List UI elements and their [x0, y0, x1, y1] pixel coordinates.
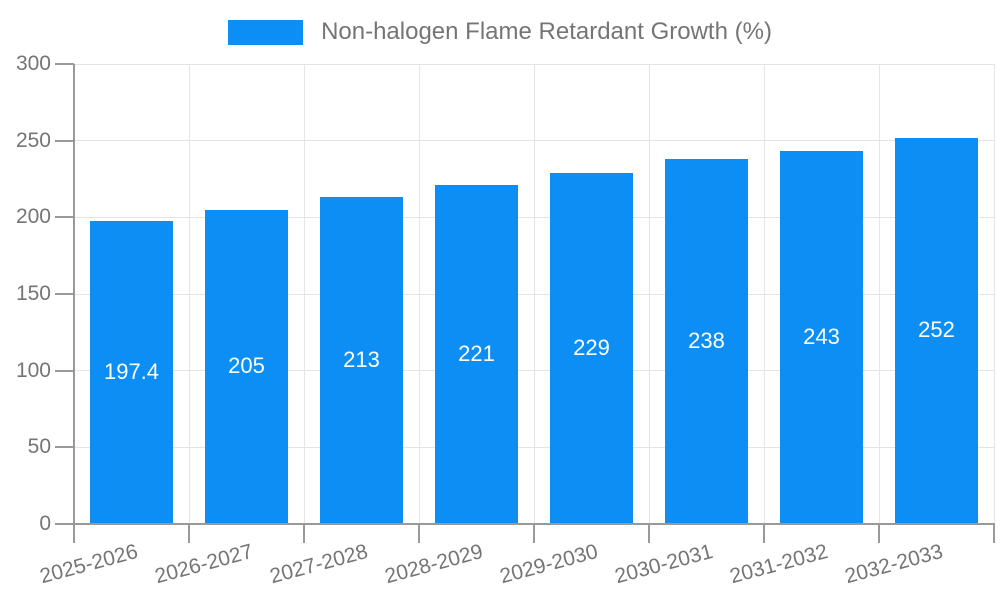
bar[interactable]: 213	[320, 197, 403, 523]
bar[interactable]: 221	[435, 185, 518, 523]
x-axis-tick-label: 2027-2028	[267, 540, 371, 589]
v-gridline	[993, 64, 995, 524]
x-axis-tick	[188, 524, 190, 543]
v-gridline	[763, 64, 765, 524]
x-axis-tick-label: 2031-2032	[727, 540, 831, 589]
y-axis-tick-label: 0	[39, 512, 51, 535]
v-gridline	[533, 64, 535, 524]
legend[interactable]: Non-halogen Flame Retardant Growth (%)	[0, 18, 1000, 46]
x-axis-tick	[303, 524, 305, 543]
bar[interactable]: 205	[205, 209, 288, 523]
bar[interactable]: 197.4	[90, 221, 173, 523]
v-gridline	[648, 64, 650, 524]
legend-swatch[interactable]	[228, 19, 304, 45]
bar-value-label: 205	[228, 353, 265, 379]
v-gridline	[418, 64, 420, 524]
bar[interactable]: 252	[895, 137, 978, 523]
bar[interactable]: 229	[550, 172, 633, 523]
x-axis-tick	[878, 524, 880, 543]
x-axis-tick-label: 2025-2026	[37, 540, 141, 589]
y-axis-tick	[55, 63, 74, 65]
v-gridline	[188, 64, 190, 524]
bar-value-label: 221	[458, 341, 495, 367]
x-axis-tick	[648, 524, 650, 543]
x-axis-tick	[533, 524, 535, 543]
y-axis-tick-label: 50	[27, 435, 51, 459]
y-axis-tick-label: 300	[15, 52, 51, 75]
v-gridline	[303, 64, 305, 524]
bar-value-label: 229	[573, 334, 610, 360]
bar-value-label: 197.4	[103, 359, 160, 385]
v-gridline	[878, 64, 880, 524]
legend-label[interactable]: Non-halogen Flame Retardant Growth (%)	[321, 18, 772, 45]
x-axis-tick	[993, 524, 995, 543]
y-axis-tick	[55, 523, 74, 525]
y-axis-tick-label: 250	[15, 128, 51, 152]
bar-value-label: 243	[803, 324, 840, 350]
y-axis-tick	[55, 139, 74, 142]
x-axis-tick	[763, 524, 765, 543]
x-axis-tick-label: 2030-2031	[612, 540, 716, 589]
y-axis-tick	[55, 446, 74, 449]
y-axis-tick	[55, 216, 74, 219]
y-axis-tick	[55, 369, 74, 372]
bar-value-label: 213	[343, 347, 380, 373]
bar-value-label: 252	[918, 317, 955, 343]
y-axis-tick	[55, 293, 74, 295]
y-axis-tick-label: 100	[15, 358, 51, 382]
bar[interactable]: 238	[665, 159, 748, 523]
x-axis-tick-label: 2032-2033	[842, 540, 946, 589]
y-axis-line	[73, 64, 75, 525]
x-axis-tick	[418, 524, 420, 543]
bar-value-label: 238	[688, 328, 725, 354]
x-axis-tick-label: 2026-2027	[152, 540, 256, 589]
x-axis-tick	[73, 524, 75, 543]
bar[interactable]: 243	[780, 151, 863, 523]
y-axis-tick-label: 150	[15, 282, 51, 305]
y-axis-tick-label: 200	[15, 205, 51, 229]
x-axis-tick-label: 2028-2029	[382, 540, 486, 589]
x-axis-tick-label: 2029-2030	[497, 540, 601, 589]
